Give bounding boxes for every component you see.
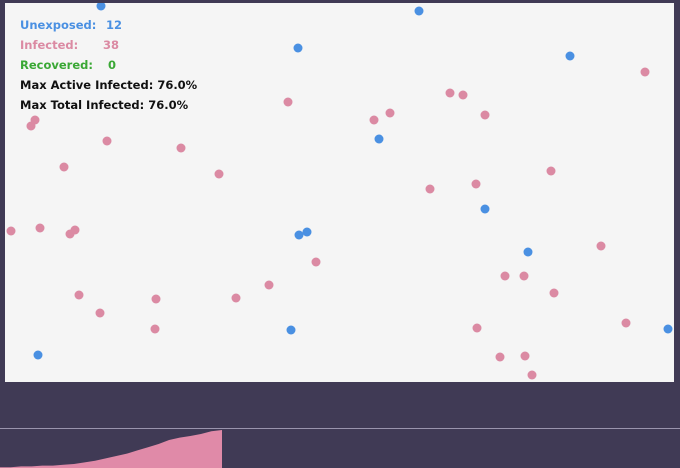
infected-particle bbox=[472, 323, 482, 333]
infected-particle bbox=[35, 223, 45, 233]
infected-particle bbox=[458, 90, 468, 100]
infected-particle bbox=[95, 308, 105, 318]
infected-particle bbox=[214, 169, 224, 179]
history-baseline bbox=[0, 428, 680, 429]
infected-particle bbox=[231, 293, 241, 303]
stat-unexposed: Unexposed: 12 bbox=[20, 15, 197, 35]
infected-particle bbox=[369, 115, 379, 125]
infected-particle bbox=[445, 88, 455, 98]
infected-particle bbox=[520, 351, 530, 361]
stat-recovered: Recovered: 0 bbox=[20, 55, 197, 75]
infected-particle bbox=[6, 226, 16, 236]
infected-particle bbox=[151, 294, 161, 304]
infected-particle bbox=[425, 184, 435, 194]
unexposed-particle bbox=[33, 350, 43, 360]
infected-particle bbox=[527, 370, 537, 380]
infected-particle bbox=[311, 257, 321, 267]
infected-particle bbox=[519, 271, 529, 281]
infected-particle bbox=[30, 115, 40, 125]
infected-particle bbox=[640, 67, 650, 77]
stat-infected: Infected: 38 bbox=[20, 35, 197, 55]
infected-particle bbox=[59, 162, 69, 172]
unexposed-particle bbox=[565, 51, 575, 61]
max-active-value: 76.0% bbox=[157, 78, 198, 92]
infected-history-area bbox=[0, 430, 222, 468]
max-active-label: Max Active Infected: bbox=[20, 78, 154, 92]
unexposed-count: 12 bbox=[106, 18, 123, 32]
stat-max-active: Max Active Infected: 76.0% bbox=[20, 75, 197, 95]
unexposed-particle bbox=[523, 247, 533, 257]
unexposed-particle bbox=[663, 324, 673, 334]
infected-particle bbox=[102, 136, 112, 146]
recovered-count: 0 bbox=[108, 58, 117, 72]
infected-particle bbox=[549, 288, 559, 298]
infected-particle bbox=[500, 271, 510, 281]
infected-particle bbox=[283, 97, 293, 107]
recovered-label: Recovered: bbox=[20, 58, 93, 72]
infected-particle bbox=[621, 318, 631, 328]
infected-particle bbox=[495, 352, 505, 362]
infected-particle bbox=[480, 110, 490, 120]
infected-particle bbox=[385, 108, 395, 118]
unexposed-particle bbox=[294, 230, 304, 240]
max-total-label: Max Total Infected: bbox=[20, 98, 145, 112]
stats-panel: Unexposed: 12 Infected: 38 Recovered: 0 Max… bbox=[20, 15, 197, 115]
infected-particle bbox=[150, 324, 160, 334]
particles-layer bbox=[6, 3, 673, 380]
infected-particle bbox=[70, 225, 80, 235]
unexposed-particle bbox=[480, 204, 490, 214]
infected-particle bbox=[546, 166, 556, 176]
unexposed-particle bbox=[374, 134, 384, 144]
infected-particle bbox=[74, 290, 84, 300]
infected-particle bbox=[596, 241, 606, 251]
max-total-value: 76.0% bbox=[148, 98, 189, 112]
infected-label: Infected: bbox=[20, 38, 79, 52]
infected-particle bbox=[471, 179, 481, 189]
simulation-canvas: Unexposed: 12 Infected: 38 Recovered: 0 Max… bbox=[5, 3, 674, 382]
infected-particle bbox=[176, 143, 186, 153]
infected-particle bbox=[264, 280, 274, 290]
unexposed-label: Unexposed: bbox=[20, 18, 97, 32]
unexposed-particle bbox=[96, 3, 106, 11]
unexposed-particle bbox=[302, 227, 312, 237]
infected-count: 38 bbox=[103, 38, 120, 52]
infection-history-chart bbox=[0, 430, 222, 468]
unexposed-particle bbox=[293, 43, 303, 53]
unexposed-particle bbox=[286, 325, 296, 335]
stat-max-total: Max Total Infected: 76.0% bbox=[20, 95, 197, 115]
unexposed-particle bbox=[414, 6, 424, 16]
